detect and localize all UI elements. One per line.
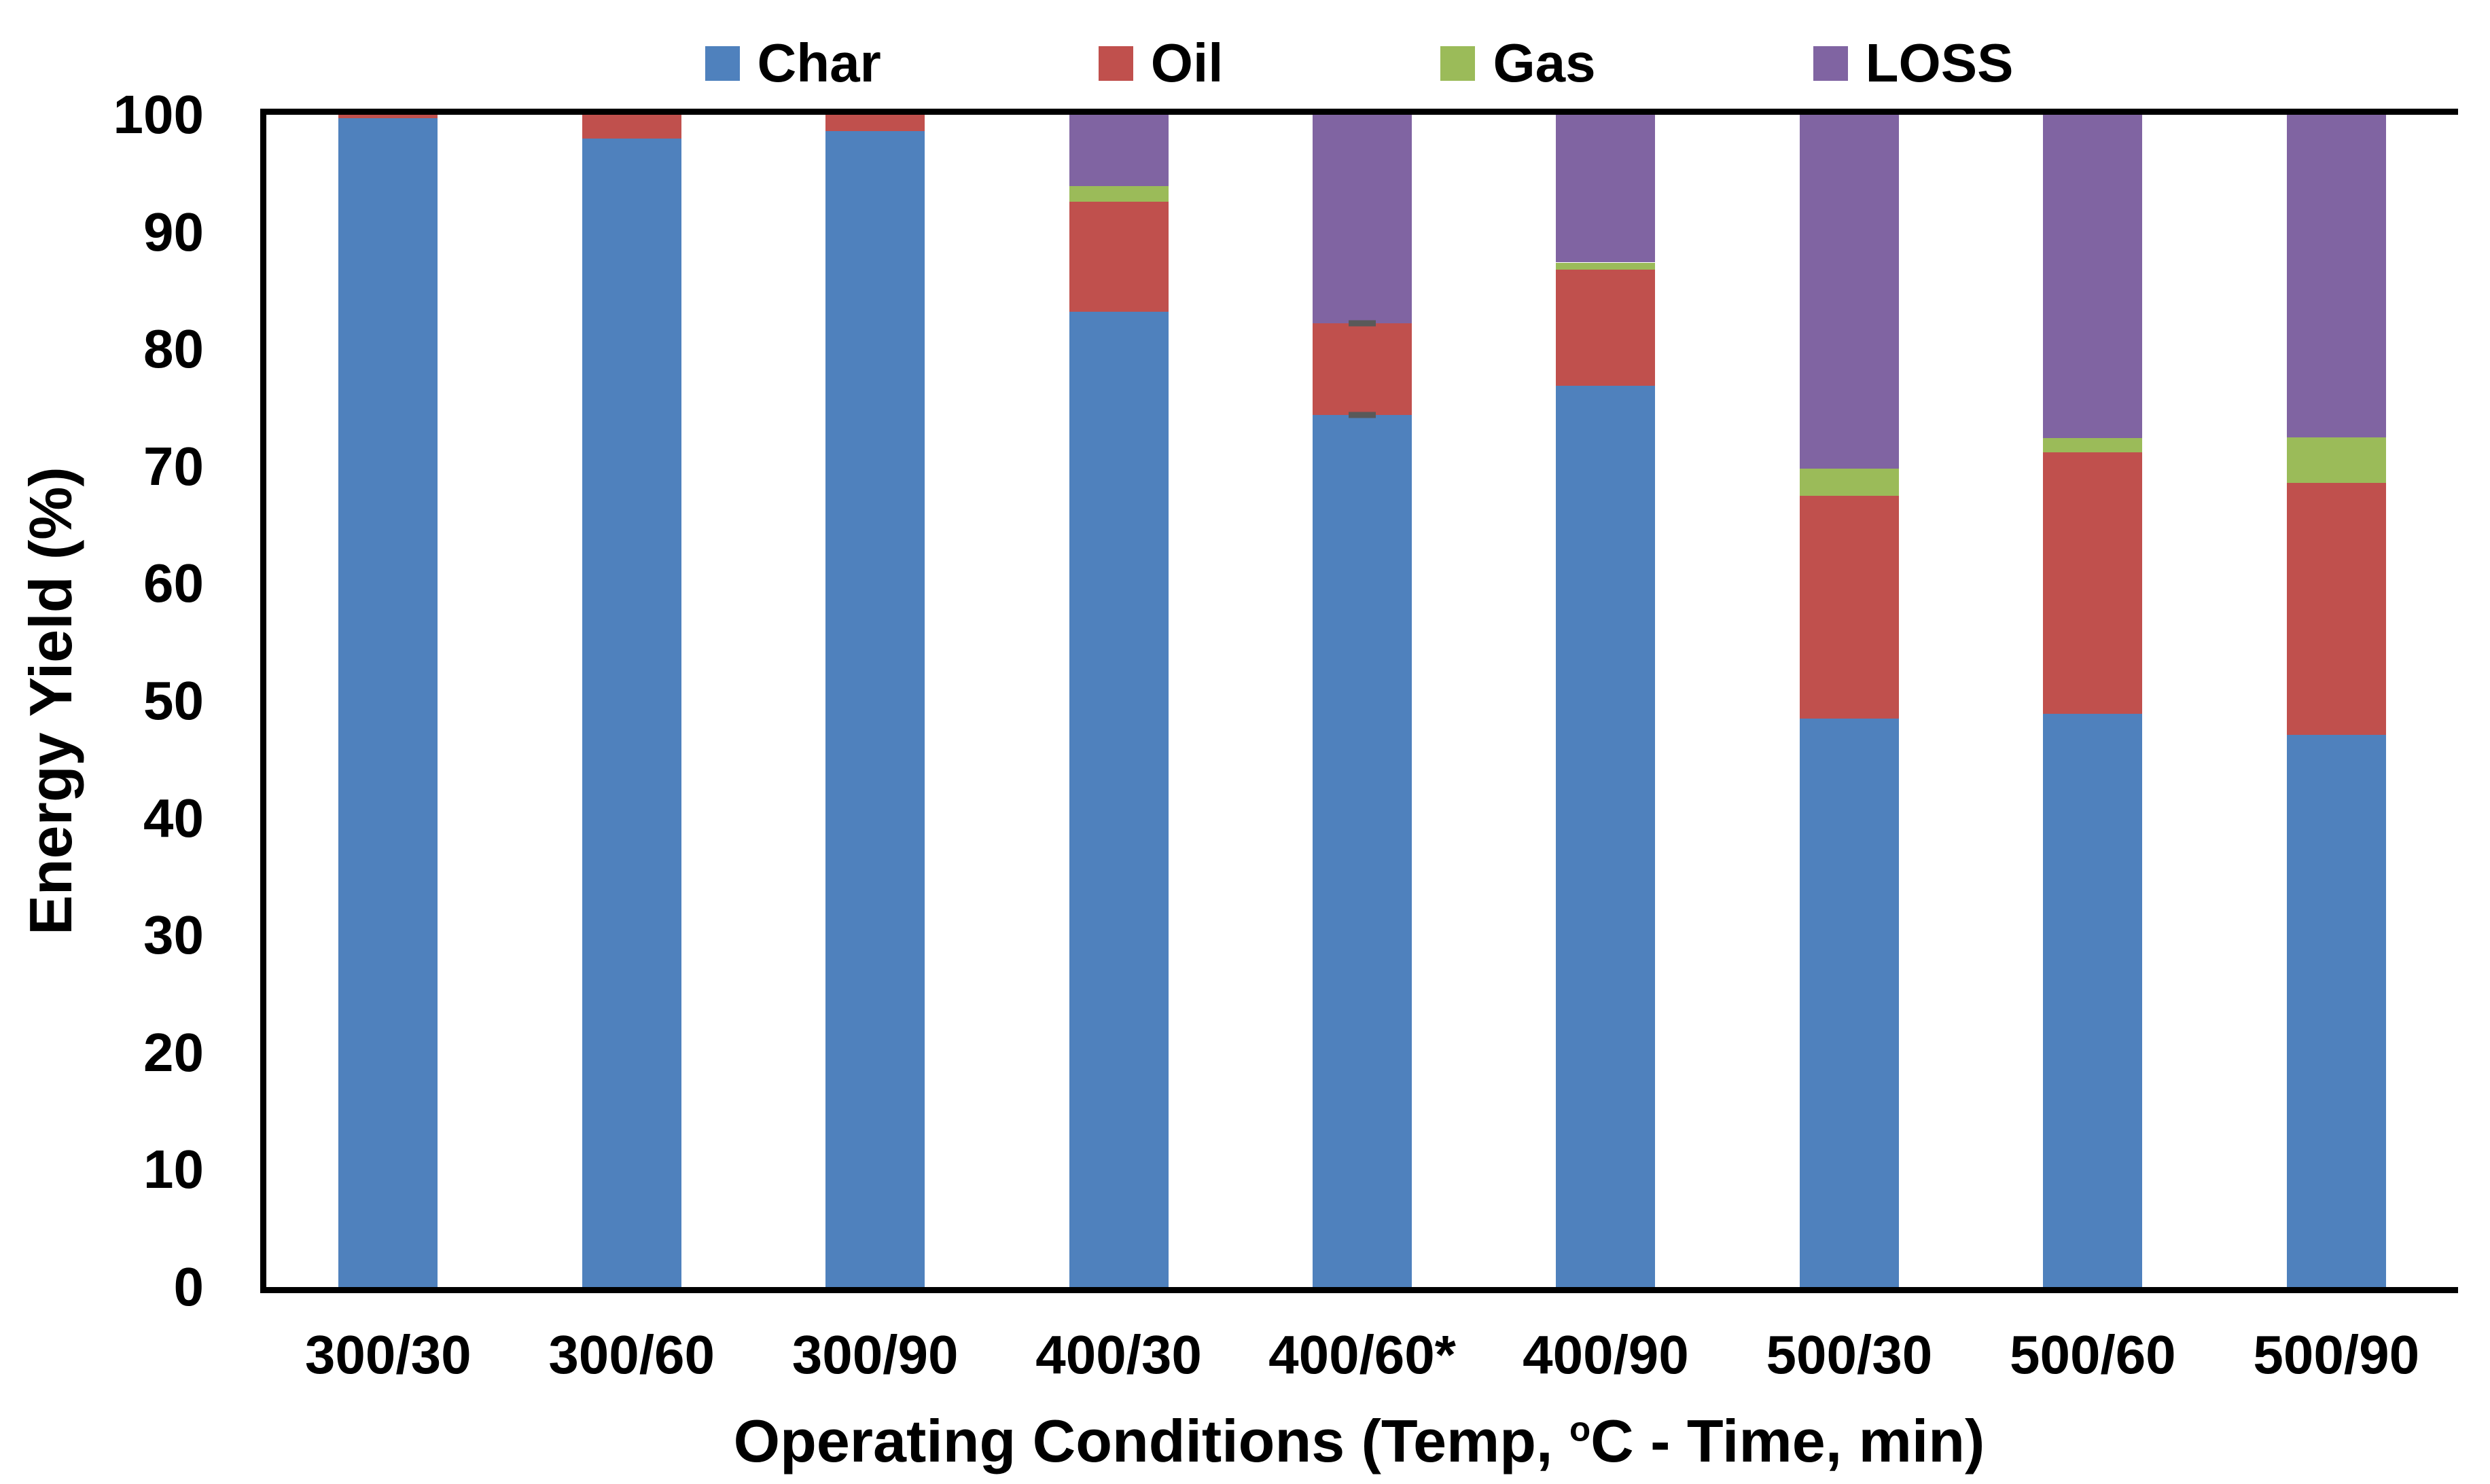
- bar-segment-loss-400/90: [1556, 115, 1656, 263]
- x-axis-title: Operating Conditions (Temp, oC - Time, m…: [260, 1411, 2458, 1471]
- bar-300/90: [825, 115, 925, 1287]
- bar-segment-oil-500/90: [2286, 482, 2386, 736]
- bar-segment-char-300/60: [582, 138, 681, 1287]
- bar-segment-oil-300/30: [338, 115, 438, 119]
- bar-segment-loss-400/30: [1069, 115, 1169, 187]
- error-cap-400/60*-74.4: [1349, 412, 1376, 418]
- legend-item-char: Char: [705, 36, 881, 90]
- y-tick-label-70: 70: [143, 435, 204, 496]
- y-tick-label-100: 100: [113, 84, 204, 145]
- legend-swatch-gas: [1440, 46, 1476, 81]
- y-tick-label-40: 40: [143, 787, 204, 848]
- y-tick-label-0: 0: [173, 1256, 204, 1317]
- bar-300/30: [338, 115, 438, 1287]
- bar-segment-gas-500/90: [2286, 437, 2386, 483]
- bar-segment-char-500/60: [2043, 714, 2143, 1287]
- y-tick-label-50: 50: [143, 670, 204, 731]
- bar-segment-loss-500/90: [2286, 115, 2386, 437]
- chart-legend: Char Oil Gas LOSS: [260, 26, 2458, 101]
- bar-segment-char-500/30: [1799, 718, 1899, 1287]
- legend-label-char: Char: [757, 33, 881, 93]
- legend-swatch-loss: [1813, 46, 1848, 81]
- bar-400/30: [1069, 115, 1169, 1287]
- legend-item-oil: Oil: [1098, 33, 1224, 93]
- bar-segment-loss-500/30: [1799, 115, 1899, 469]
- bar-segment-gas-500/60: [2043, 438, 2143, 453]
- bar-500/90: [2286, 115, 2386, 1287]
- bar-segment-gas-400/90: [1556, 262, 1656, 270]
- y-tick-label-60: 60: [143, 553, 204, 614]
- bar-segment-gas-400/30: [1069, 186, 1169, 202]
- bar-segment-oil-300/90: [825, 115, 925, 132]
- bar-segment-char-500/90: [2286, 735, 2386, 1287]
- bar-segment-oil-400/60*: [1313, 323, 1412, 415]
- legend-label-oil: Oil: [1150, 33, 1224, 93]
- plot-area: [260, 109, 2458, 1293]
- bar-segment-oil-300/60: [582, 115, 681, 139]
- bar-segment-oil-500/60: [2043, 452, 2143, 714]
- bar-segment-char-400/90: [1556, 385, 1656, 1287]
- bar-segment-char-300/30: [338, 118, 438, 1287]
- legend-label-loss: LOSS: [1865, 33, 2014, 93]
- bar-segment-oil-500/30: [1799, 495, 1899, 719]
- bar-segment-char-400/30: [1069, 311, 1169, 1287]
- y-tick-label-20: 20: [143, 1021, 204, 1083]
- legend-item-gas: Gas: [1440, 33, 1596, 93]
- x-category-label-400/60*: 400/60*: [1268, 1324, 1456, 1385]
- x-category-label-300/30: 300/30: [304, 1324, 472, 1385]
- x-category-label-400/30: 400/30: [1035, 1324, 1202, 1385]
- bar-segment-char-300/90: [825, 131, 925, 1287]
- y-tick-label-80: 80: [143, 319, 204, 380]
- bar-segment-oil-400/90: [1556, 269, 1656, 386]
- bar-segment-char-400/60*: [1313, 414, 1412, 1287]
- x-category-label-500/60: 500/60: [2009, 1324, 2176, 1385]
- x-category-label-300/60: 300/60: [548, 1324, 715, 1385]
- bar-300/60: [582, 115, 681, 1287]
- x-axis-title-superscript: o: [1569, 1409, 1591, 1449]
- bar-segment-gas-500/30: [1799, 469, 1899, 496]
- x-axis-title-prefix: Operating Conditions (Temp,: [733, 1407, 1569, 1474]
- error-cap-400/60*-82.2: [1349, 320, 1376, 327]
- x-category-label-500/30: 500/30: [1766, 1324, 1933, 1385]
- y-tick-label-30: 30: [143, 905, 204, 966]
- x-category-label-500/90: 500/90: [2253, 1324, 2420, 1385]
- legend-swatch-oil: [1098, 46, 1133, 81]
- bar-500/30: [1799, 115, 1899, 1287]
- legend-item-loss: LOSS: [1813, 33, 2014, 93]
- y-tick-label-10: 10: [143, 1139, 204, 1200]
- x-axis-title-suffix: C - Time, min): [1590, 1407, 1985, 1474]
- y-tick-label-90: 90: [143, 201, 204, 262]
- bar-segment-loss-500/60: [2043, 115, 2143, 439]
- plot-inner: [266, 115, 2458, 1287]
- bar-segment-oil-400/30: [1069, 201, 1169, 312]
- bar-segment-loss-400/60*: [1313, 115, 1412, 324]
- legend-label-gas: Gas: [1493, 33, 1596, 93]
- legend-swatch-char: [705, 46, 740, 81]
- x-category-label-400/90: 400/90: [1523, 1324, 1689, 1385]
- x-category-label-300/90: 300/90: [792, 1324, 959, 1385]
- bar-500/60: [2043, 115, 2143, 1287]
- bar-400/60*: [1313, 115, 1412, 1287]
- bar-400/90: [1556, 115, 1656, 1287]
